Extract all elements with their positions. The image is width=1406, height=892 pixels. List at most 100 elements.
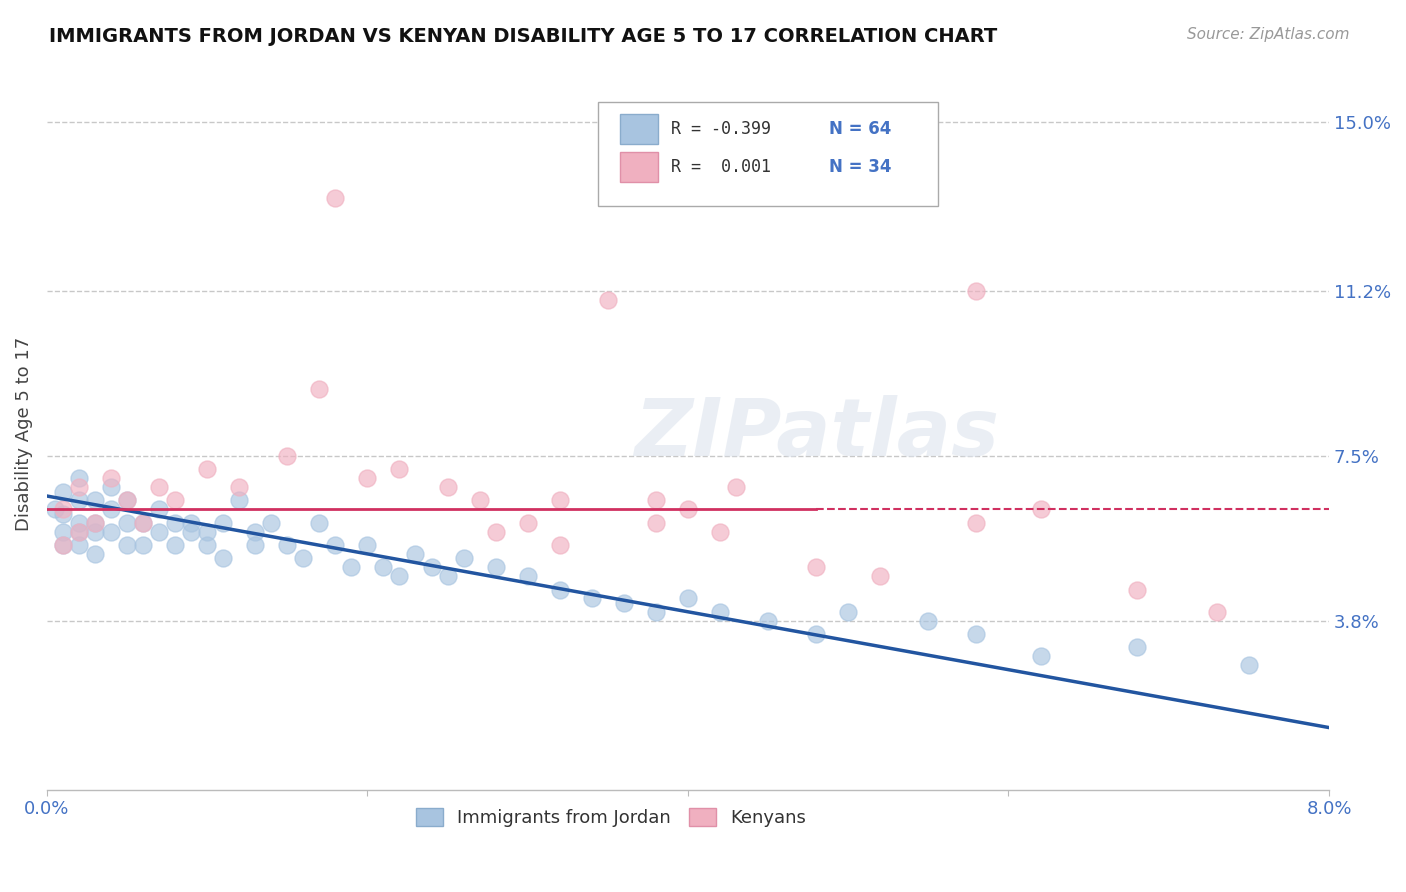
Legend: Immigrants from Jordan, Kenyans: Immigrants from Jordan, Kenyans — [408, 800, 814, 834]
Text: IMMIGRANTS FROM JORDAN VS KENYAN DISABILITY AGE 5 TO 17 CORRELATION CHART: IMMIGRANTS FROM JORDAN VS KENYAN DISABIL… — [49, 27, 997, 45]
Point — [245, 538, 267, 552]
Point — [67, 480, 90, 494]
Point — [516, 569, 538, 583]
Point — [212, 516, 235, 530]
Point — [676, 591, 699, 606]
Point — [84, 516, 107, 530]
Point — [260, 516, 283, 530]
Point — [165, 493, 187, 508]
Point — [1125, 582, 1147, 597]
Point — [52, 538, 75, 552]
Point — [84, 524, 107, 539]
Point — [132, 516, 155, 530]
Point — [148, 480, 170, 494]
Point — [325, 538, 347, 552]
Point — [340, 560, 363, 574]
Point — [148, 524, 170, 539]
Point — [115, 493, 138, 508]
Point — [325, 191, 347, 205]
Point — [67, 493, 90, 508]
Point — [837, 605, 859, 619]
Point — [84, 516, 107, 530]
Point — [804, 627, 827, 641]
Point — [548, 582, 571, 597]
Point — [548, 493, 571, 508]
Point — [212, 551, 235, 566]
Point — [548, 538, 571, 552]
Point — [1237, 658, 1260, 673]
Point — [436, 480, 458, 494]
Point — [195, 462, 218, 476]
Point — [308, 382, 330, 396]
Point — [52, 484, 75, 499]
Point — [709, 605, 731, 619]
Point — [676, 502, 699, 516]
Point — [44, 502, 66, 516]
Point — [100, 524, 122, 539]
Point — [420, 560, 443, 574]
Text: N = 64: N = 64 — [830, 120, 891, 137]
Point — [917, 614, 939, 628]
Y-axis label: Disability Age 5 to 17: Disability Age 5 to 17 — [15, 336, 32, 531]
Point — [644, 493, 666, 508]
Point — [132, 516, 155, 530]
Point — [228, 493, 250, 508]
Point — [100, 471, 122, 485]
Point — [373, 560, 395, 574]
Point — [276, 538, 298, 552]
Point — [276, 449, 298, 463]
Point — [67, 524, 90, 539]
Text: ZIPatlas: ZIPatlas — [634, 394, 998, 473]
Point — [67, 471, 90, 485]
Point — [180, 524, 202, 539]
Point — [195, 538, 218, 552]
Point — [52, 507, 75, 521]
Point — [195, 524, 218, 539]
Point — [180, 516, 202, 530]
Point — [165, 538, 187, 552]
Point — [756, 614, 779, 628]
Point — [1029, 649, 1052, 664]
Bar — [620, 153, 658, 182]
Point — [115, 538, 138, 552]
Point — [67, 516, 90, 530]
Point — [115, 516, 138, 530]
Point — [1125, 640, 1147, 655]
Point — [644, 605, 666, 619]
Point — [485, 524, 508, 539]
Point — [965, 284, 987, 298]
Point — [1029, 502, 1052, 516]
Point — [228, 480, 250, 494]
Point — [100, 480, 122, 494]
Point — [436, 569, 458, 583]
Point — [132, 538, 155, 552]
Point — [356, 538, 378, 552]
Point — [965, 627, 987, 641]
Point — [148, 502, 170, 516]
Point — [84, 493, 107, 508]
Point — [613, 596, 636, 610]
Point — [485, 560, 508, 574]
Text: Source: ZipAtlas.com: Source: ZipAtlas.com — [1187, 27, 1350, 42]
Point — [356, 471, 378, 485]
Point — [453, 551, 475, 566]
FancyBboxPatch shape — [598, 103, 938, 206]
Point — [468, 493, 491, 508]
Point — [388, 462, 411, 476]
Point — [100, 502, 122, 516]
Point — [869, 569, 891, 583]
Point — [115, 493, 138, 508]
Bar — [620, 114, 658, 144]
Text: N = 34: N = 34 — [830, 158, 891, 177]
Point — [67, 524, 90, 539]
Point — [292, 551, 315, 566]
Point — [724, 480, 747, 494]
Point — [1205, 605, 1227, 619]
Point — [709, 524, 731, 539]
Point — [516, 516, 538, 530]
Point — [596, 293, 619, 307]
Point — [245, 524, 267, 539]
Point — [52, 538, 75, 552]
Point — [52, 502, 75, 516]
Point — [67, 538, 90, 552]
